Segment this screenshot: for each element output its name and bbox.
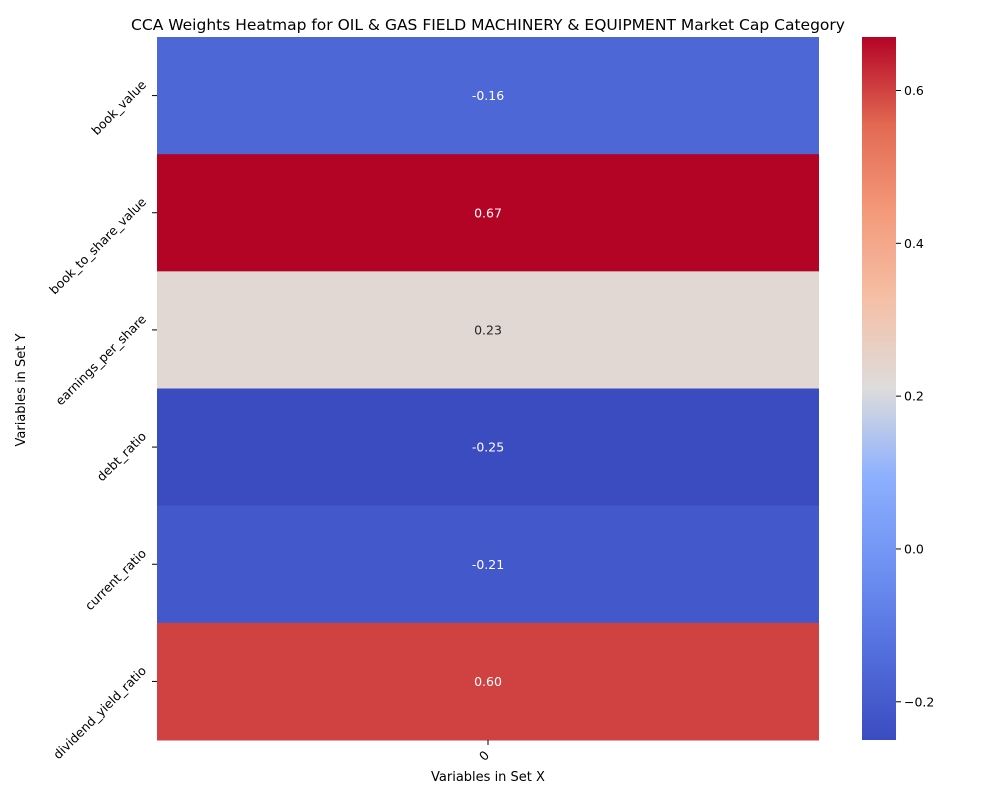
colorbar-tick-label: 0.0 <box>904 541 924 556</box>
x-axis-label: Variables in Set X <box>431 770 545 785</box>
colorbar-ticks: −0.2 0.0 0.2 0.4 0.6 <box>896 83 934 709</box>
cell-value-label: -0.16 <box>472 88 504 103</box>
colorbar-tick-label: 0.4 <box>904 236 924 251</box>
colorbar <box>862 37 896 740</box>
cell-value-label: 0.60 <box>474 674 502 689</box>
cell-value-label: -0.25 <box>472 440 504 455</box>
y-tick-label: earnings_per_share <box>52 311 149 408</box>
cell-value-label: 0.23 <box>474 322 502 337</box>
cell-value-label: -0.21 <box>472 557 504 572</box>
heatmap-cells <box>157 37 819 741</box>
colorbar-tick-label: 0.2 <box>904 389 924 404</box>
x-axis-ticks: 0 <box>476 740 492 764</box>
colorbar-tick-label: 0.6 <box>904 83 924 98</box>
heatmap-cell <box>157 37 819 155</box>
y-tick-label: book_to_share_value <box>46 194 149 297</box>
y-tick-label: dividend_yield_ratio <box>50 663 149 762</box>
y-axis-label: Variables in Set Y <box>14 333 29 446</box>
chart-title: CCA Weights Heatmap for OIL & GAS FIELD … <box>131 16 845 34</box>
heatmap-cell <box>157 271 819 389</box>
cell-value-label: 0.67 <box>474 205 502 220</box>
heatmap-cell-labels: -0.16 0.67 0.23 -0.25 -0.21 0.60 <box>472 88 504 689</box>
heatmap-cell <box>157 388 819 507</box>
heatmap-cell <box>157 505 819 624</box>
y-axis-ticks: book_value book_to_share_value earnings_pe… <box>46 77 157 762</box>
y-tick-label: current_ratio <box>82 546 149 613</box>
y-tick-label: debt_ratio <box>94 429 150 485</box>
y-tick-label: book_value <box>88 77 149 138</box>
heatmap-cell <box>157 622 819 741</box>
colorbar-tick-label: −0.2 <box>904 694 934 709</box>
heatmap-cell <box>157 154 819 272</box>
x-tick-label: 0 <box>476 747 492 763</box>
